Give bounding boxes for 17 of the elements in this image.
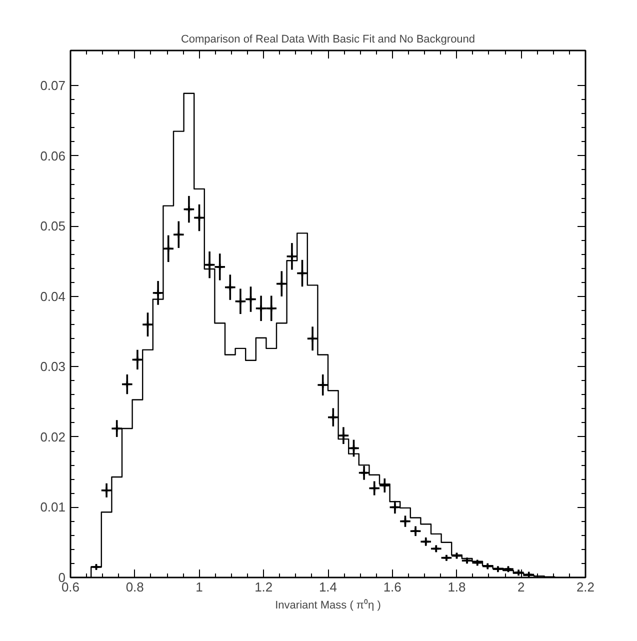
x-axis-title: Invariant Mass ( π⁰η )	[275, 598, 381, 612]
y-tick-label: 0.05	[40, 218, 66, 234]
chart-title: Comparison of Real Data With Basic Fit and No Background	[180, 34, 476, 46]
x-tick-label: 1.8	[448, 580, 466, 594]
x-tick-label: 1	[196, 580, 203, 594]
y-tick-label: 0.02	[40, 429, 66, 444]
y-tick-label: 0.04	[40, 288, 66, 304]
x-tick-label: 2.2	[576, 580, 595, 594]
x-tick-label: 2	[518, 580, 525, 594]
y-tick-label: 0.07	[40, 78, 66, 94]
x-tick-label: 0.8	[126, 580, 144, 594]
y-tick-label: 0.03	[40, 359, 66, 374]
x-tick-label: 1.6	[383, 580, 402, 594]
x-tick-label: 1.2	[254, 580, 273, 594]
y-tick-label: 0.06	[40, 148, 66, 164]
y-tick-label: 0.01	[40, 500, 66, 515]
x-tick-label: 1.4	[318, 580, 338, 594]
